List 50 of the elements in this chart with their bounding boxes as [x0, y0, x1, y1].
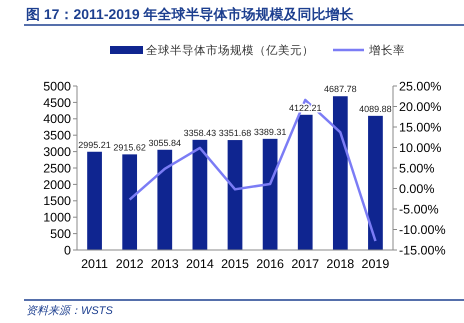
x-tick-label: 2011	[81, 257, 108, 271]
x-tick-label: 2017	[291, 257, 320, 271]
y2-tick-label: 10.00%	[399, 140, 442, 155]
y2-tick-label: -15.00%	[399, 243, 446, 258]
y-tick-label: 4500	[43, 96, 72, 110]
bar	[228, 140, 242, 250]
y2-tick-label: 5.00%	[399, 161, 434, 176]
y2-tick-label: 25.00%	[399, 79, 442, 94]
bar	[157, 150, 172, 250]
text: 3351.68	[218, 128, 252, 138]
bar	[122, 154, 138, 250]
bar	[192, 140, 208, 250]
y-tick-label: 2000	[43, 178, 72, 192]
text: 4089.88	[359, 104, 392, 114]
y-tick-label: 3000	[43, 144, 72, 159]
legend-label: 增长率	[368, 43, 405, 58]
x-tick-label: 2018	[326, 257, 354, 271]
bar	[332, 96, 348, 250]
y2-tick-label: 0.00%	[399, 182, 434, 196]
legend-label: 全球半导体市场规模（亿美元）	[146, 43, 314, 58]
y-tick-label: 500	[50, 226, 72, 241]
x-tick-label: 2015	[221, 257, 249, 271]
text: 3389.31	[254, 126, 286, 137]
y-tick-label: 0	[64, 243, 72, 258]
x-tick-label: 2012	[116, 257, 144, 271]
text: 2915.62	[113, 142, 146, 152]
x-tick-label: 2014	[186, 257, 214, 271]
bar	[368, 116, 383, 250]
y-tick-label: 4000	[43, 112, 72, 126]
y-tick-label: 3500	[43, 128, 72, 143]
y2-tick-label: -5.00%	[399, 202, 439, 216]
bar	[87, 152, 102, 250]
y2-tick-label: 20.00%	[399, 100, 442, 114]
chart-title: 图 17：2011-2019 年全球半导体市场规模及同比增长	[26, 6, 355, 22]
y2-tick-label: -10.00%	[399, 222, 446, 237]
x-tick-label: 2013	[150, 257, 179, 271]
bar	[262, 138, 278, 250]
x-tick-label: 2016	[256, 257, 284, 271]
text: 3055.84	[148, 138, 182, 148]
y-tick-label: 5000	[43, 79, 72, 94]
x-tick-label: 2019	[362, 257, 390, 271]
bar	[298, 114, 313, 250]
y-tick-label: 1500	[43, 194, 72, 208]
y-tick-label: 1000	[43, 210, 72, 225]
text: 资料来源：WSTS	[26, 304, 114, 317]
text: 4687.78	[324, 84, 357, 94]
y-tick-label: 2500	[43, 161, 72, 176]
y2-tick-label: 15.00%	[399, 120, 442, 134]
text: 3358.43	[184, 128, 216, 138]
text: 2995.21	[78, 140, 111, 150]
